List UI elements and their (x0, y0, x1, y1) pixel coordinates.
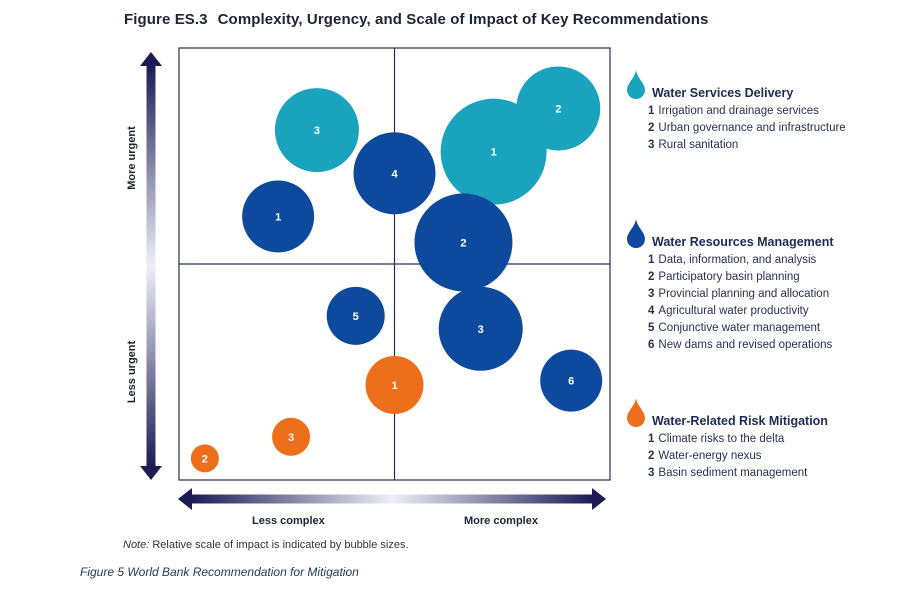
bubble-label-water-resources-management-5: 5 (353, 311, 359, 323)
legend-item: 1 Climate risks to the delta (648, 433, 785, 445)
bubble-water-resources-management-5 (326, 286, 385, 345)
bubble-water-services-delivery-3 (274, 88, 359, 173)
bubble-water-related-risk-mitigation-1 (365, 355, 424, 414)
bubble-water-resources-management-6 (540, 349, 603, 412)
legend-item: 2 Urban governance and infrastructure (648, 122, 846, 134)
legend-title: Water Resources Management (652, 235, 834, 249)
legend-water-services-delivery: Water Services Delivery 1 Irrigation and … (626, 68, 846, 154)
legend-water-related-risk-mitigation: Water-Related Risk Mitigation 1 Climate r… (626, 396, 828, 482)
legend-item: 2 Water-energy nexus (648, 450, 762, 462)
note-text: Relative scale of impact is indicated by… (149, 539, 409, 551)
bubble-label-water-services-delivery-3: 3 (314, 125, 320, 137)
bubble-label-water-related-risk-mitigation-2: 2 (202, 453, 208, 465)
y-axis-label-bottom: Less urgent (126, 340, 138, 403)
bubble-water-resources-management-4 (353, 132, 436, 215)
legend-title: Water-Related Risk Mitigation (652, 414, 828, 428)
legend-item: 3 Provincial planning and allocation (648, 288, 830, 300)
legend-item: 3 Basin sediment management (648, 467, 808, 479)
bubble-water-related-risk-mitigation-3 (272, 417, 311, 456)
complexity-axis-arrow (178, 488, 606, 510)
bubble-label-water-resources-management-3: 3 (478, 324, 484, 336)
bubble-water-services-delivery-2 (516, 66, 601, 151)
legend-water-resources-management: Water Resources Management 1 Data, inform… (626, 217, 834, 354)
chart-note: Note: Relative scale of impact is indica… (123, 539, 409, 551)
bubble-label-water-resources-management-1: 1 (275, 211, 281, 223)
bubbles-layer: 1 2 3 1 2 3 4 5 6 1 2 3 (190, 66, 603, 473)
legend-title: Water Services Delivery (652, 86, 794, 100)
bubble-label-water-resources-management-6: 6 (568, 376, 574, 388)
figure-title: Figure ES.3 Complexity, Urgency, and Scal… (124, 11, 709, 28)
urgency-axis-arrow (140, 52, 162, 480)
bubble-label-water-related-risk-mitigation-1: 1 (391, 380, 397, 392)
legend-item: 3 Rural sanitation (648, 139, 739, 151)
water-drop-icon (627, 397, 645, 427)
legend-item: 6 New dams and revised operations (648, 339, 833, 351)
figure-number: Figure ES.3 (124, 11, 208, 28)
legend-item: 1 Irrigation and drainage services (648, 105, 819, 117)
legend-item: 4 Agricultural water productivity (648, 305, 809, 317)
bubble-water-resources-management-3 (438, 286, 523, 371)
legend-item: 2 Participatory basin planning (648, 271, 800, 283)
bubble-label-water-related-risk-mitigation-3: 3 (288, 432, 294, 444)
figure-title-text: Complexity, Urgency, and Scale of Impact… (217, 11, 709, 28)
figure-caption: Figure 5 World Bank Recommendation for M… (80, 565, 359, 579)
legend-item: 5 Conjunctive water management (648, 322, 821, 334)
bubble-label-water-services-delivery-1: 1 (491, 147, 497, 159)
x-axis-label-left: Less complex (252, 515, 325, 527)
y-axis-label-top: More urgent (126, 126, 138, 190)
bubble-label-water-resources-management-2: 2 (460, 237, 466, 249)
water-drop-icon (627, 218, 645, 248)
bubble-label-water-services-delivery-2: 2 (555, 103, 561, 115)
bubble-label-water-resources-management-4: 4 (391, 168, 398, 180)
water-drop-icon (627, 69, 645, 99)
bubble-water-related-risk-mitigation-2 (190, 444, 219, 473)
bubble-water-resources-management-2 (414, 193, 513, 292)
bubble-water-resources-management-1 (242, 180, 315, 253)
note-prefix: Note: (123, 539, 150, 551)
legend-item: 1 Data, information, and analysis (648, 254, 817, 266)
x-axis-label-right: More complex (464, 515, 538, 527)
